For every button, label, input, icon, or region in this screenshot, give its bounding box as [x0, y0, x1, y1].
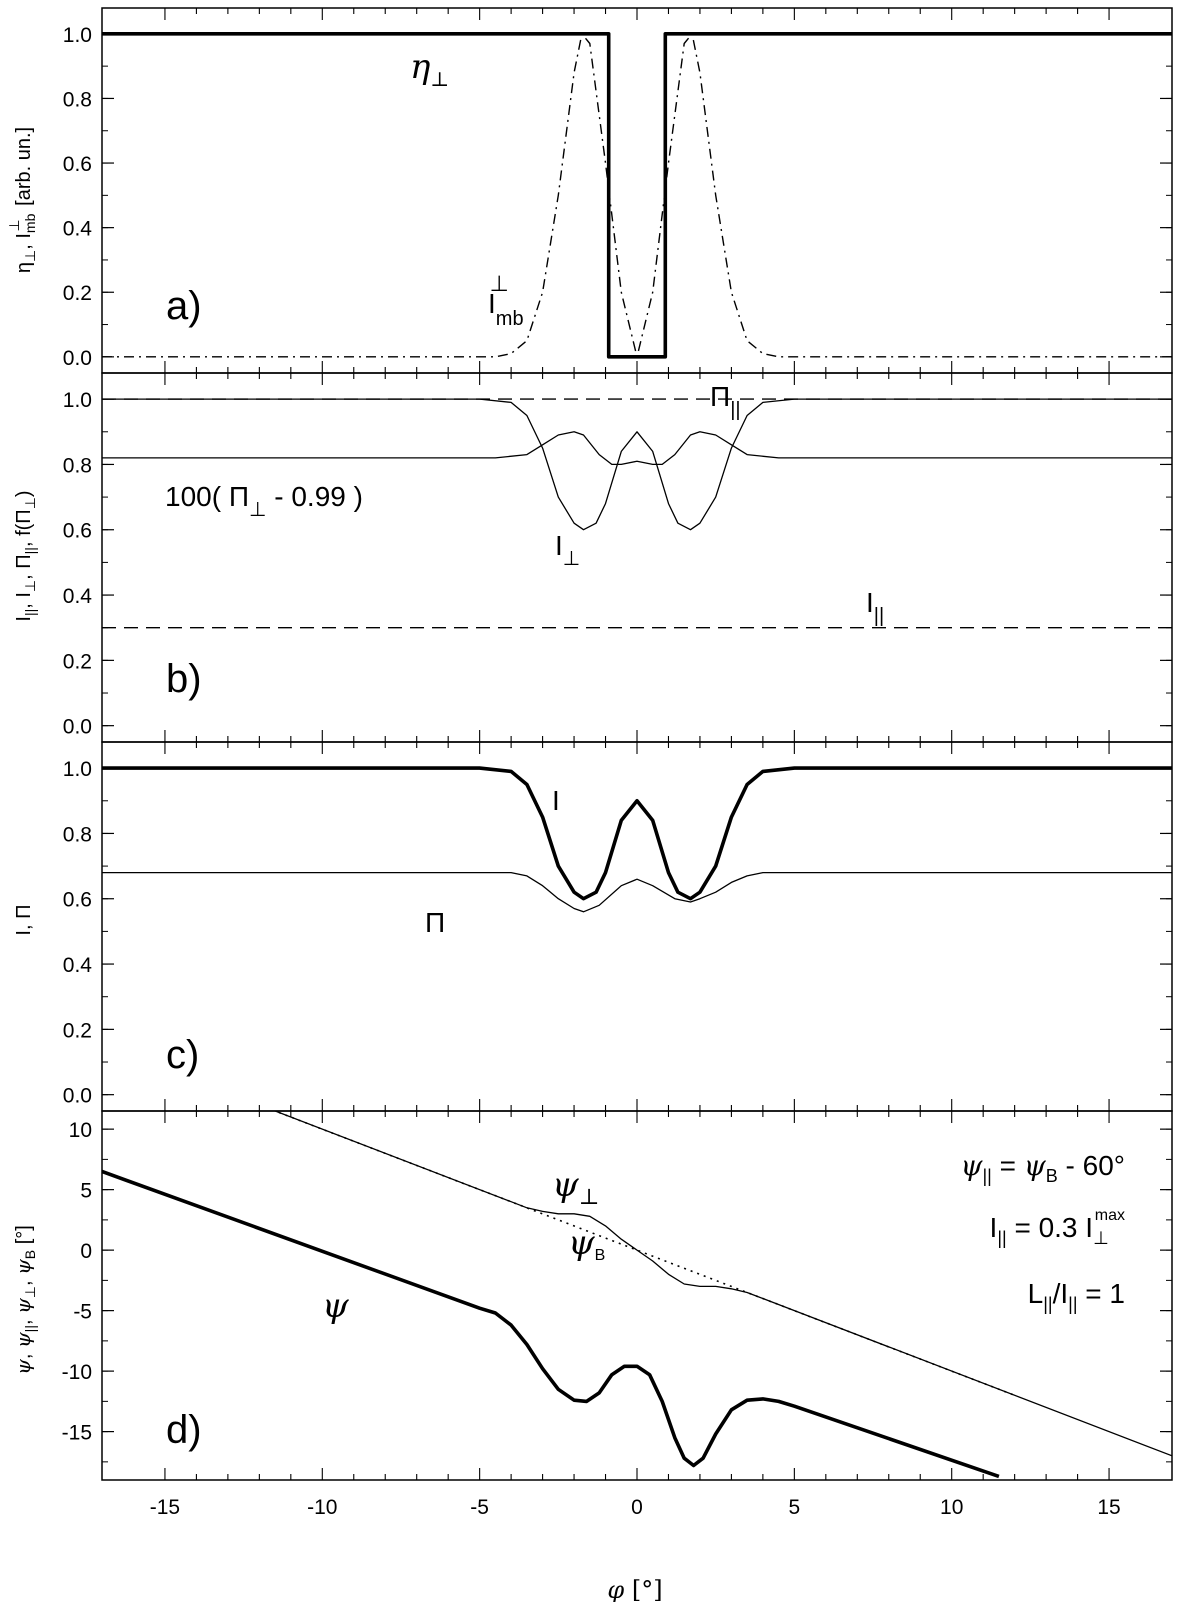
- x-tick-label: 5: [789, 1496, 801, 1519]
- series-line-2: [102, 398, 1172, 531]
- y-tick-label: -15: [62, 1422, 92, 1445]
- y-tick-label: 0.0: [63, 347, 92, 370]
- y-tick-label: 1.0: [63, 24, 92, 47]
- y-tick-label: 0.6: [63, 153, 92, 176]
- y-tick-label: 0.8: [63, 88, 92, 111]
- y-tick-label: 0.4: [63, 585, 93, 608]
- pi-perp-annotation: 100( Π⊥ - 0.99 ): [165, 481, 363, 521]
- x-tick-label: 15: [1097, 1496, 1120, 1519]
- y-tick-label: 0.0: [63, 1085, 92, 1108]
- series-line-0: [102, 31, 1172, 359]
- series-line-2: [102, 1169, 1000, 1479]
- i-perp-annotation: I⊥: [555, 530, 580, 570]
- y-tick-label: 0.2: [63, 282, 92, 305]
- panel-d: d) ψ⊥ ψB ψ ψ|| = ψB - 60° I|| = 0.3 I⊥ma…: [11, 1149, 1125, 1602]
- panel-frame: [101, 372, 1173, 743]
- panel-0-plot: 0.0 0.2 0.4 0.6 0.8 1.0: [63, 7, 1173, 374]
- panel-c-ylabel: I, Π: [13, 904, 35, 935]
- panel-b-label: b): [166, 657, 202, 701]
- i-par-annotation: I||: [866, 587, 884, 627]
- series-line-0: [102, 766, 1172, 901]
- i-annotation: I: [552, 785, 560, 816]
- series-line-1: [102, 871, 1172, 913]
- psi-b-annotation: ψB: [568, 1223, 605, 1264]
- eta-perp-annotation: η⊥: [410, 47, 449, 91]
- panel-c-label: c): [166, 1033, 199, 1077]
- series-line-1: [102, 33, 1172, 358]
- y-tick-label: 0: [80, 1240, 92, 1263]
- series-line-1: [273, 1111, 1172, 1457]
- y-tick-label: 0.2: [63, 1019, 92, 1042]
- y-tick-label: 0.6: [63, 520, 92, 543]
- panel-b: b) Π|| 100( Π⊥ - 0.99 ) I⊥ I|| I||, I⊥, …: [13, 381, 884, 701]
- y-tick-label: 0.8: [63, 454, 92, 477]
- y-tick-label: -10: [62, 1361, 92, 1384]
- pi-par-annotation: Π||: [710, 381, 741, 421]
- y-tick-label: 0.2: [63, 650, 92, 673]
- x-tick-label: -5: [470, 1496, 489, 1519]
- y-tick-label: -5: [73, 1301, 92, 1324]
- y-tick-label: 1.0: [63, 389, 92, 412]
- x-tick-label: 10: [940, 1496, 963, 1519]
- series-line-3: [102, 431, 1172, 466]
- x-tick-label: -10: [307, 1496, 337, 1519]
- panel-frame: [101, 741, 1173, 1112]
- y-tick-label: 0.4: [63, 218, 93, 241]
- panel-3-plot: -15 -10 -5 0 5 10 -15 -10 -5 0 5 10 15: [62, 1110, 1173, 1519]
- y-tick-label: 10: [69, 1119, 92, 1142]
- x-tick-label: 0: [631, 1496, 643, 1519]
- imb-annotation: Imb⊥: [488, 271, 524, 330]
- l-ratio-relation: L||/I|| = 1: [1028, 1278, 1125, 1314]
- y-tick-label: 0.0: [63, 716, 92, 739]
- panel-c: c) I Π I, Π: [13, 785, 560, 1077]
- panel-1-plot: 0.0 0.2 0.4 0.6 0.8 1.0: [63, 372, 1173, 743]
- plot-layer: 0.00.20.40.60.81.00.00.20.40.60.81.00.00…: [62, 7, 1173, 1519]
- psi-perp-annotation: ψ⊥: [552, 1165, 599, 1210]
- panel-d-label: d): [166, 1408, 202, 1452]
- y-tick-label: 0.4: [63, 954, 93, 977]
- panel-a-label: a): [166, 284, 202, 328]
- pi-annotation: Π: [425, 907, 445, 938]
- x-tick-label: -15: [150, 1496, 180, 1519]
- panel-a-ylabel: η⊥, Imb⊥ [arb. un.]: [6, 127, 38, 273]
- y-tick-label: 5: [80, 1180, 92, 1203]
- x-axis-label: φ [°]: [607, 1576, 662, 1602]
- panel-frame: [101, 7, 1173, 374]
- psi-annotation: ψ: [322, 1286, 349, 1326]
- panel-2-plot: 0.0 0.2 0.4 0.6 0.8 1.0: [63, 741, 1173, 1112]
- i-par-relation: I|| = 0.3 I⊥max: [990, 1207, 1125, 1248]
- panel-d-ylabel: ψ, ψ||, ψ⊥, ψB [°]: [11, 1225, 38, 1375]
- psi-par-relation: ψ|| = ψB - 60°: [961, 1149, 1125, 1186]
- panel-b-ylabel: I||, I⊥, Π||, f(Π⊥): [13, 490, 38, 621]
- y-tick-label: 0.6: [63, 889, 92, 912]
- y-tick-label: 0.8: [63, 823, 92, 846]
- y-tick-label: 1.0: [63, 758, 92, 781]
